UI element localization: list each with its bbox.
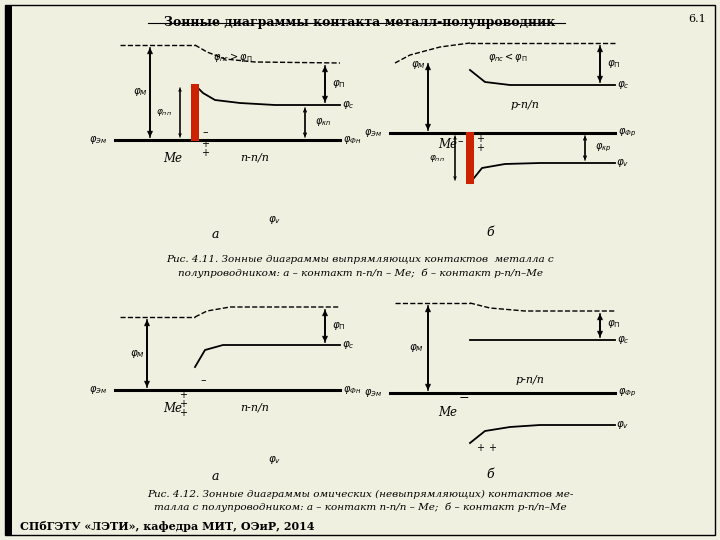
Text: +: + [476, 443, 484, 453]
Text: $\varphi_\Pi$: $\varphi_\Pi$ [332, 320, 346, 332]
Text: –: – [202, 127, 208, 137]
Text: $\varphi_v$: $\varphi_v$ [269, 214, 282, 226]
Text: $\varphi_{пс} > \varphi_\Pi$: $\varphi_{пс} > \varphi_\Pi$ [213, 51, 253, 64]
Text: $\varphi_c$: $\varphi_c$ [341, 339, 354, 351]
Text: а: а [211, 228, 219, 241]
Text: +: + [201, 139, 209, 149]
Text: а: а [211, 470, 219, 483]
Text: р-п/п: р-п/п [510, 100, 539, 110]
Text: +: + [179, 408, 187, 418]
Text: $\varphi_v$: $\varphi_v$ [616, 157, 629, 169]
Text: $\varphi_{пп}$: $\varphi_{пп}$ [429, 152, 445, 164]
Text: $\varphi_{Эм}$: $\varphi_{Эм}$ [364, 127, 382, 139]
Text: 6.1: 6.1 [688, 14, 706, 24]
Text: Рис. 4.12. Зонные диаграммы омических (невыпрямляющих) контактов ме-: Рис. 4.12. Зонные диаграммы омических (н… [147, 490, 573, 499]
Text: $\varphi_\Pi$: $\varphi_\Pi$ [607, 319, 621, 330]
Text: n-п/п: n-п/п [240, 153, 269, 163]
Text: +: + [201, 148, 209, 158]
Text: $\varphi_\Pi$: $\varphi_\Pi$ [332, 78, 346, 90]
Text: n-п/п: n-п/п [240, 403, 269, 413]
Text: $\varphi_{пп}$: $\varphi_{пп}$ [156, 107, 172, 118]
Text: $\varphi_M$: $\varphi_M$ [132, 86, 148, 98]
Text: $\varphi_{Фн}$: $\varphi_{Фн}$ [343, 134, 361, 146]
Text: СПбГЭТУ «ЛЭТИ», кафедра МИТ, ОЭиР, 2014: СПбГЭТУ «ЛЭТИ», кафедра МИТ, ОЭиР, 2014 [20, 521, 315, 532]
Text: р-п/п: р-п/п [516, 375, 544, 385]
Text: $\varphi_c$: $\varphi_c$ [616, 79, 629, 91]
Text: Me: Me [163, 152, 182, 165]
Text: $\varphi_M$: $\varphi_M$ [408, 342, 423, 354]
Text: +: + [488, 443, 496, 453]
Text: $\varphi_{Фн}$: $\varphi_{Фн}$ [343, 384, 361, 396]
Text: $\varphi_M$: $\varphi_M$ [130, 348, 145, 360]
Text: Зонные диаграммы контакта металл-полупроводник: Зонные диаграммы контакта металл-полупро… [164, 16, 556, 29]
Text: Рис. 4.11. Зонные диаграммы выпрямляющих контактов  металла с: Рис. 4.11. Зонные диаграммы выпрямляющих… [166, 255, 554, 264]
Text: +: + [179, 399, 187, 409]
Text: $\varphi_{\kappa р}$: $\varphi_{\kappa р}$ [595, 142, 611, 154]
Text: Me: Me [438, 407, 457, 420]
Text: б: б [486, 226, 494, 239]
Text: $\varphi_{Фр}$: $\varphi_{Фр}$ [618, 387, 636, 399]
Text: $\varphi_v$: $\varphi_v$ [616, 419, 629, 431]
Text: $\varphi_c$: $\varphi_c$ [616, 334, 629, 346]
Bar [5, 5, 12, 535]
Text: +: + [476, 134, 484, 144]
Text: –: – [457, 136, 463, 146]
Text: $\varphi_{\kappa n}$: $\varphi_{\kappa n}$ [315, 117, 331, 129]
Text: $\varphi_\Pi$: $\varphi_\Pi$ [607, 58, 621, 70]
Bar [466, 132, 474, 184]
Text: +: + [476, 143, 484, 153]
Text: $\varphi_{Эм}$: $\varphi_{Эм}$ [89, 384, 107, 396]
Text: $\varphi_{Эм}$: $\varphi_{Эм}$ [89, 134, 107, 146]
Text: б: б [486, 469, 494, 482]
Text: $\varphi_{Фр}$: $\varphi_{Фр}$ [618, 127, 636, 139]
Text: полупроводником: а – контакт n-п/п – Me;  б – контакт р-п/п–Me: полупроводником: а – контакт n-п/п – Me;… [178, 268, 542, 278]
Text: Me: Me [438, 138, 457, 152]
Bar [191, 84, 199, 141]
Text: талла с полупроводником: а – контакт n-п/п – Me;  б – контакт р-п/п–Me: талла с полупроводником: а – контакт n-п… [153, 503, 567, 512]
Text: $\varphi_{Эм}$: $\varphi_{Эм}$ [364, 387, 382, 399]
Text: $\varphi_{пс} < \varphi_\Pi$: $\varphi_{пс} < \varphi_\Pi$ [488, 51, 528, 64]
Text: $\varphi_M$: $\varphi_M$ [410, 59, 426, 71]
Text: =: = [459, 390, 469, 403]
Text: $\varphi_c$: $\varphi_c$ [341, 99, 354, 111]
Text: +: + [179, 390, 187, 400]
Text: –: – [200, 375, 206, 385]
Text: Me: Me [163, 402, 182, 415]
Text: $\varphi_v$: $\varphi_v$ [269, 454, 282, 466]
